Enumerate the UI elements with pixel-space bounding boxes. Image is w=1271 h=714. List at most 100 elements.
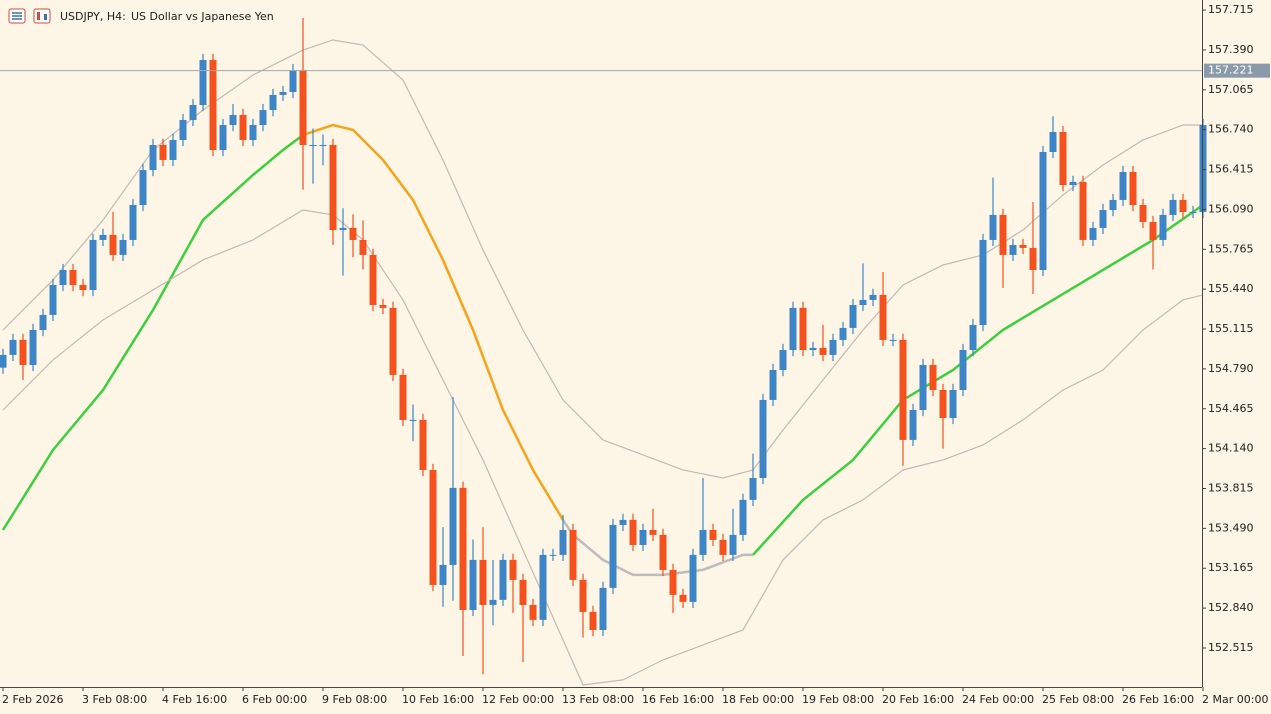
candle-body [329,145,337,231]
indicator-line [1,133,304,531]
x-tick-label: 13 Feb 08:00 [562,693,634,706]
candle-body [1089,227,1097,240]
candle-body [429,469,437,585]
candle-body [439,564,447,585]
candle-body [119,239,127,255]
candle-body [269,94,277,111]
candle-body [589,611,597,630]
x-tick-label: 26 Feb 16:00 [1122,693,1194,706]
candle-body [1169,199,1177,215]
candle-body [859,299,867,305]
candle-body [709,529,717,540]
candle-body [129,204,137,240]
candle-body [839,327,847,340]
candle-body [1149,221,1157,240]
candle-body [719,539,727,555]
y-tick-label: 155.765 [1208,242,1254,255]
x-tick-label: 19 Feb 08:00 [802,693,874,706]
candle-body [789,307,797,351]
candle-body [389,307,397,375]
y-tick-label: 154.790 [1208,362,1254,375]
candle-body [809,347,817,351]
candle-body [449,487,457,565]
candle-body [949,389,957,418]
price-label-box [1204,63,1270,78]
candle-body [889,339,897,341]
candle-body [919,364,927,410]
candle-body [89,239,97,291]
candle-body [1039,151,1047,271]
candle-body [669,569,677,595]
chart-icon[interactable] [33,8,51,24]
x-tick-label: 18 Feb 00:00 [722,693,794,706]
candle-body [29,330,37,365]
x-tick-label: 20 Feb 16:00 [882,693,954,706]
candle-body [59,270,67,285]
candle-body [629,519,637,545]
x-tick-label: 12 Feb 00:00 [482,693,554,706]
y-tick-label: 156.415 [1208,163,1254,176]
candle-body [189,105,197,120]
y-tick-label: 153.165 [1208,561,1254,574]
candle-body [979,239,987,325]
candle-body [579,579,587,612]
candle-body [969,324,977,351]
x-tick-label: 24 Feb 00:00 [962,693,1034,706]
candle-body [369,254,377,305]
candle-body [1189,211,1197,213]
x-tick-label: 3 Feb 08:00 [82,693,147,706]
candle-body [829,339,837,355]
candle-body [69,270,77,285]
candle-body [1159,214,1167,240]
icon-bar [37,12,40,20]
chart-title: US Dollar vs Japanese Yen [131,10,274,23]
candle-body [739,499,747,535]
candle-body [1139,204,1147,222]
candle-body [679,594,687,602]
candle-body [689,554,697,602]
candle-body [749,477,757,500]
candle-body [929,364,937,390]
candle-body [599,587,607,630]
candle-body [419,419,427,470]
candle-body [469,559,477,610]
candle-body [609,524,617,588]
candle-body [1059,132,1067,185]
candle-body [79,284,87,291]
candle-body [489,599,497,605]
candle-body [959,350,967,390]
candle-body [1129,171,1137,205]
candle-body [139,170,147,205]
candle-body [659,534,667,570]
x-tick-label: 2 Feb 2026 [2,693,63,706]
indicator-line [2,39,1203,479]
candle-body [199,59,207,106]
candle-body [149,145,157,171]
x-tick-label: 9 Feb 08:00 [322,693,387,706]
y-tick-label: 157.715 [1208,3,1254,16]
candle-body [179,119,187,140]
indicator-line [752,203,1204,556]
y-tick-label: 154.465 [1208,402,1254,415]
candle-body [1019,244,1027,248]
candle-body [359,239,367,255]
candle-body [539,554,547,620]
y-tick-label: 153.490 [1208,521,1254,534]
candle-body [1009,244,1017,255]
candle-body [569,529,577,580]
candle-body [699,529,707,555]
candle-body [729,534,737,555]
candle-body [9,339,17,355]
candle-body [909,409,917,440]
candle-body [899,339,907,440]
candle-body [1029,247,1037,271]
y-tick-label: 152.840 [1208,601,1254,614]
candle-body [1119,171,1127,200]
candle-body [639,529,647,545]
candle-body [879,294,887,340]
candle-body [509,559,517,580]
header: USDJPY, H4: US Dollar vs Japanese Yen [8,8,274,24]
candle-body [1179,199,1187,212]
candle-body [99,234,107,240]
candle-body [1109,199,1117,211]
